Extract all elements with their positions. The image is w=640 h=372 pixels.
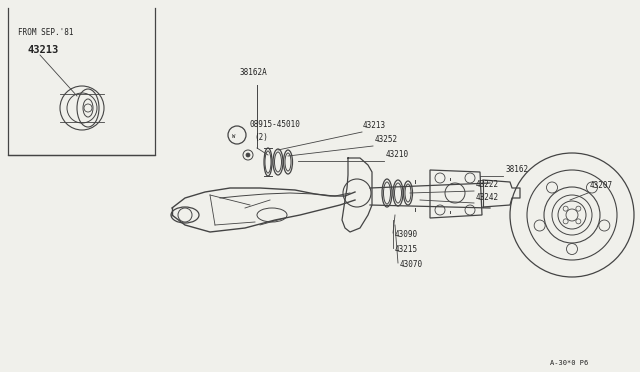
Text: W: W (232, 135, 236, 140)
Text: 43213: 43213 (363, 121, 386, 130)
Text: 43070: 43070 (400, 260, 423, 269)
Text: 43207: 43207 (590, 181, 613, 190)
Text: 43222: 43222 (476, 180, 499, 189)
Text: 43215: 43215 (395, 245, 418, 254)
Text: 43242: 43242 (476, 193, 499, 202)
Text: (2): (2) (254, 133, 268, 142)
Text: FROM SEP.'81: FROM SEP.'81 (18, 28, 74, 37)
Text: 43213: 43213 (28, 45, 60, 55)
Text: A-30*0 P6: A-30*0 P6 (550, 360, 588, 366)
Text: 38162A: 38162A (240, 68, 268, 77)
Text: 08915-45010: 08915-45010 (249, 120, 300, 129)
Text: 38162: 38162 (505, 165, 528, 174)
Text: 43252: 43252 (375, 135, 398, 144)
Text: 43090: 43090 (395, 230, 418, 239)
Circle shape (246, 153, 250, 157)
Text: 43210: 43210 (386, 150, 409, 159)
